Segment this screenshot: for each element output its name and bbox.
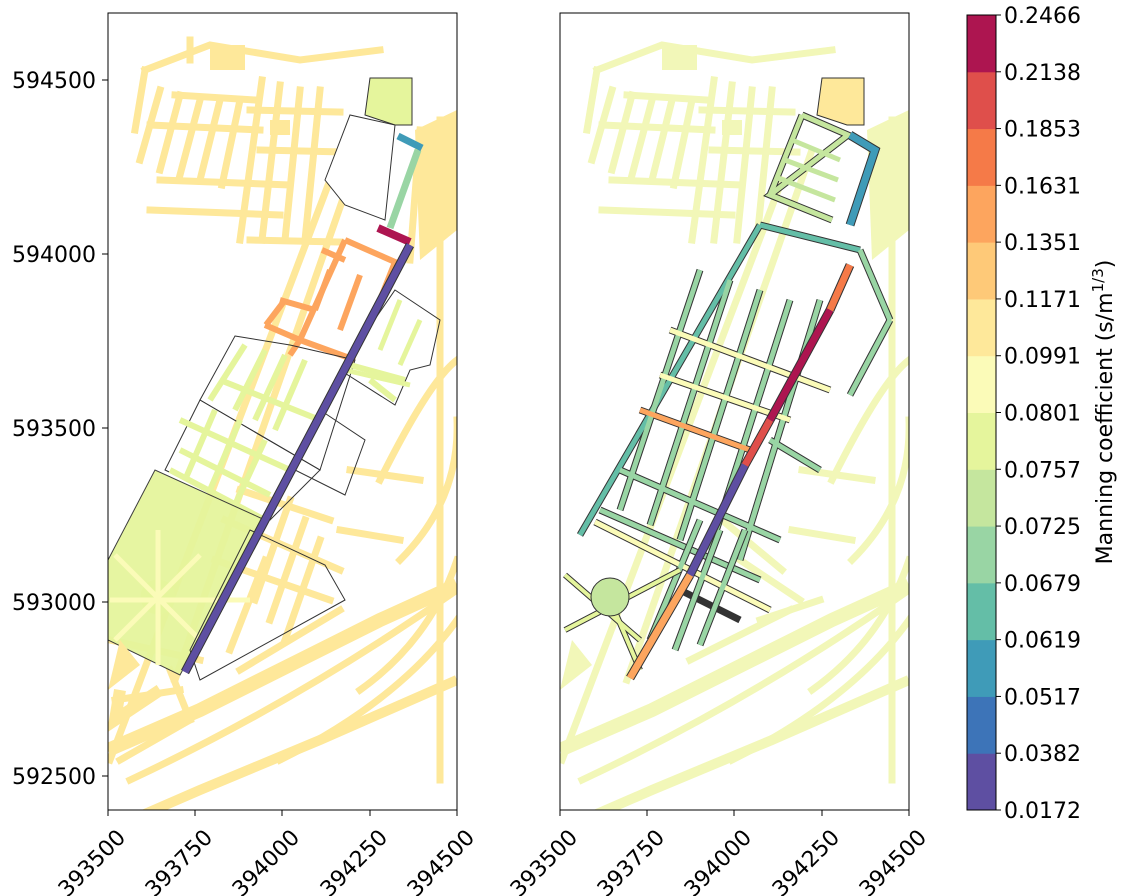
colorbar-tick-label: 0.0991	[1004, 345, 1081, 370]
y-tick-label: 594500	[12, 69, 96, 94]
colorbar-swatch	[967, 242, 996, 300]
colorbar-label: Manning coefficient (s/m1/3)	[1089, 260, 1118, 565]
x-axis-right	[559, 810, 910, 816]
colorbar-swatch	[967, 696, 996, 754]
x-tick-label: 394250	[316, 825, 393, 896]
y-tick-label: 594000	[12, 243, 96, 268]
x-tick-label: 393500	[506, 825, 583, 896]
y-axis-left	[102, 79, 108, 777]
colorbar-tick-label: 0.0619	[1004, 629, 1081, 654]
x-tick-label: 394250	[768, 825, 845, 896]
colorbar-tick-label: 0.1351	[1004, 231, 1081, 256]
colorbar-swatch	[967, 298, 996, 357]
colorbar-tick-label: 0.0382	[1004, 742, 1081, 767]
colorbar-swatch	[967, 526, 996, 584]
colorbar-tick-label: 0.1171	[1004, 288, 1081, 313]
study-area-right	[563, 77, 894, 681]
colorbar: 0.0172 0.0382 0.0517 0.0619 0.0679 0.0725 0.07…	[966, 4, 1081, 824]
road-network-left	[108, 36, 457, 810]
x-tick-label: 393750	[593, 825, 670, 896]
colorbar-tick-label: 0.0679	[1004, 572, 1081, 597]
colorbar-swatch	[967, 582, 996, 641]
map-panel-left: 594500 594000 593500 593000 592500 39350…	[12, 12, 480, 896]
colorbar-tick-label: 0.1853	[1004, 118, 1081, 143]
colorbar-tick-label: 0.1631	[1004, 174, 1081, 199]
colorbar-swatch	[967, 71, 996, 130]
x-tick-label: 394000	[680, 825, 757, 896]
x-axis-left	[107, 810, 458, 816]
study-area-left	[108, 77, 441, 690]
x-tick-label: 394500	[855, 825, 932, 896]
colorbar-swatch	[967, 128, 996, 186]
x-tick-label: 393750	[141, 825, 218, 896]
x-tick-label: 394000	[228, 825, 305, 896]
y-tick-label: 593500	[12, 417, 96, 442]
colorbar-tick-label: 0.2138	[1004, 61, 1081, 86]
colorbar-swatch	[967, 15, 996, 73]
x-tick-label: 393500	[54, 825, 131, 896]
colorbar-swatch	[967, 412, 996, 470]
colorbar-swatch	[967, 639, 996, 697]
colorbar-tick-label: 0.0801	[1004, 402, 1081, 427]
colorbar-tick-label: 0.0725	[1004, 515, 1081, 540]
colorbar-tick-label: 0.2466	[1004, 4, 1081, 29]
x-tick-label: 394500	[403, 825, 480, 896]
colorbar-tick-label: 0.0757	[1004, 458, 1081, 483]
colorbar-swatch	[967, 185, 996, 243]
colorbar-swatch	[967, 469, 996, 527]
colorbar-tick-label: 0.0172	[1004, 799, 1081, 824]
y-tick-label: 593000	[12, 591, 96, 616]
colorbar-swatch	[967, 753, 996, 811]
map-panel-right: 393500 393750 394000 394250 394500	[506, 12, 932, 896]
y-tick-label: 592500	[12, 765, 96, 790]
road-network-right	[560, 41, 909, 810]
colorbar-tick-label: 0.0517	[1004, 685, 1081, 710]
colorbar-swatch	[967, 355, 996, 413]
